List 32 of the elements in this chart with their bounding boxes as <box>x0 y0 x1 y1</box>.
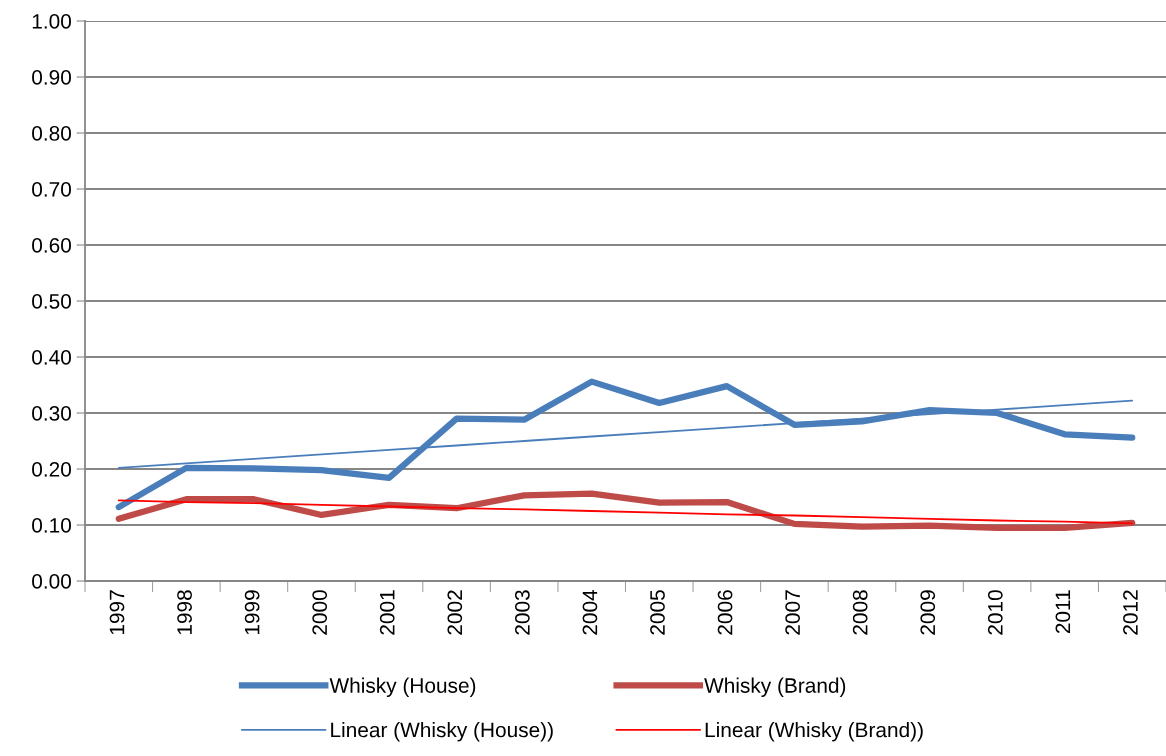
x-tick-label: 2000 <box>312 590 328 635</box>
y-tick-label: 1.00 <box>32 14 71 29</box>
x-tick-label: 2004 <box>582 589 598 635</box>
x-tick-label: 2003 <box>515 590 530 635</box>
y-tick-label: 0.10 <box>32 518 71 533</box>
x-tick-label: 2002 <box>447 590 463 635</box>
x-tick-label: 2005 <box>650 590 665 635</box>
x-tick-label: 1998 <box>177 590 192 635</box>
y-tick-label: 0.40 <box>32 350 71 365</box>
x-tick-label: 2010 <box>987 590 1003 635</box>
legend-label: Whisky (Brand) <box>704 677 846 697</box>
x-tick-label: 2009 <box>920 590 936 635</box>
x-tick-label: 2006 <box>717 590 733 635</box>
legend-label: Linear (Whisky (House)) <box>331 722 553 742</box>
x-tick-label: 2008 <box>852 590 868 635</box>
x-tick-label: 1999 <box>244 590 260 635</box>
y-tick-label: 0.00 <box>32 574 71 589</box>
x-tick-label: 2007 <box>785 590 800 635</box>
x-tick-label: 2011 <box>1055 590 1071 634</box>
y-tick-label: 0.80 <box>32 126 71 141</box>
line-series <box>117 499 1134 525</box>
y-tick-label: 0.50 <box>32 294 71 309</box>
y-tick-label: 0.70 <box>32 182 71 197</box>
y-tick-label: 0.30 <box>32 406 71 421</box>
legend-label: Linear (Whisky (Brand)) <box>705 722 923 742</box>
y-tick-label: 0.60 <box>32 238 71 253</box>
legend-label: Whisky (House) <box>329 677 476 697</box>
y-tick-label: 0.90 <box>32 70 71 85</box>
y-tick-label: 0.20 <box>32 462 71 477</box>
x-tick-label: 2001 <box>379 590 395 635</box>
x-tick-label: 2012 <box>1123 590 1138 635</box>
x-tick-label: 1997 <box>109 590 125 635</box>
